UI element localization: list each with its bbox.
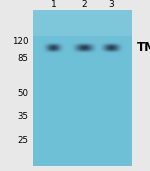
Text: 1: 1 <box>51 0 57 9</box>
Text: 35: 35 <box>18 112 28 121</box>
Bar <box>33 10 132 36</box>
Text: 50: 50 <box>18 89 28 98</box>
Text: 25: 25 <box>18 136 28 145</box>
Text: 2: 2 <box>81 0 87 9</box>
Bar <box>33 10 132 166</box>
Text: 85: 85 <box>18 55 28 63</box>
Text: 3: 3 <box>108 0 114 9</box>
Text: 120: 120 <box>12 37 28 46</box>
Text: TM: TM <box>137 41 150 54</box>
